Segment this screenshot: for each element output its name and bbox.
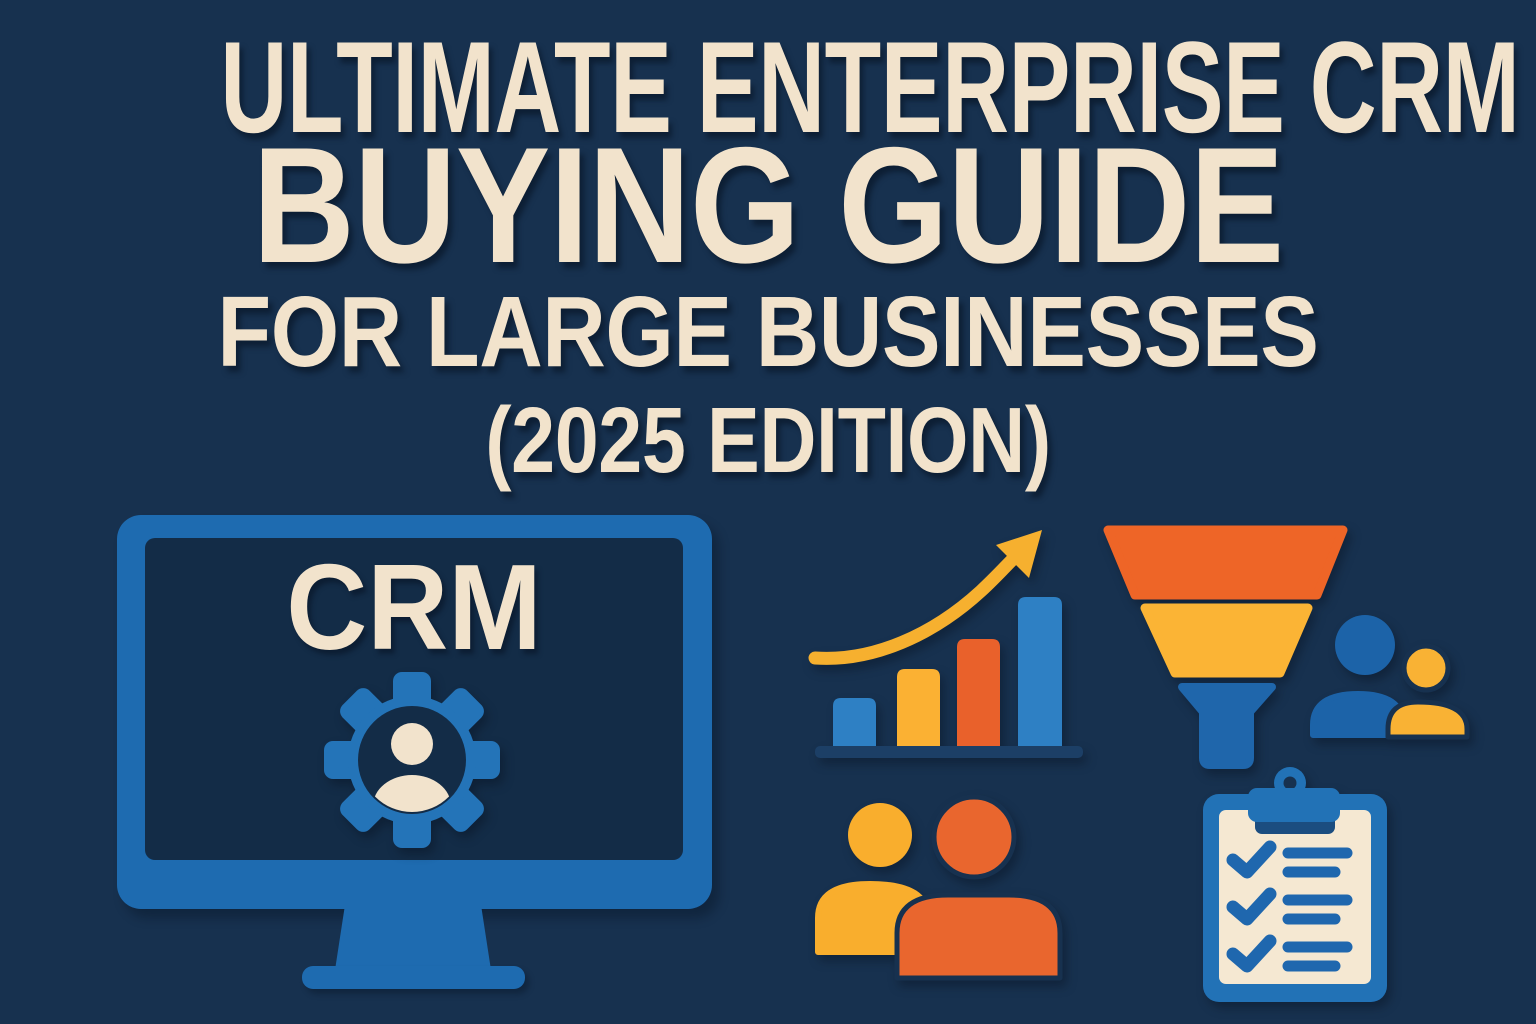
- growth-arrow-icon: [808, 530, 1042, 665]
- user-blue: [1310, 615, 1406, 738]
- checklist-rows: [1226, 840, 1353, 973]
- funnel-segment-bottom: [1178, 683, 1276, 769]
- check-row-3: [1226, 934, 1353, 973]
- title-line-2: BUYING GUIDE: [252, 113, 1285, 297]
- clipboard-checklist-icon: [1203, 767, 1387, 1002]
- user-yellow: [1385, 643, 1470, 740]
- check-row-2: [1226, 887, 1353, 926]
- bar-1: [833, 698, 876, 747]
- title-line-4: (2025 EDITION): [485, 388, 1051, 492]
- gear-user-icon: [324, 672, 500, 848]
- check-row-1: [1226, 840, 1353, 879]
- sales-funnel-icon: [1103, 525, 1348, 769]
- monitor-stand-neck: [335, 909, 491, 970]
- funnel-segment-middle: [1140, 603, 1313, 678]
- title-line-1: ULTIMATE ENTERPRISE CRM: [220, 14, 1520, 160]
- users-pair-icon-right: [1310, 615, 1470, 740]
- bar-2: [897, 669, 940, 747]
- bar-4: [1018, 597, 1062, 747]
- title-line-3: FOR LARGE BUSINESSES: [217, 276, 1319, 388]
- bar-3: [957, 639, 1000, 747]
- funnel-segment-top: [1103, 525, 1348, 600]
- users-pair-icon-bottom: [815, 794, 1063, 981]
- clip-ring-hole: [1283, 776, 1297, 790]
- crm-screen-label: CRM: [286, 539, 542, 675]
- user-icon: [373, 723, 451, 812]
- clip-tab: [1248, 788, 1340, 822]
- user-orange: [894, 794, 1063, 981]
- monitor-stand-base: [302, 966, 525, 989]
- growth-bar-chart-icon: [808, 530, 1083, 758]
- chart-baseline: [815, 746, 1083, 758]
